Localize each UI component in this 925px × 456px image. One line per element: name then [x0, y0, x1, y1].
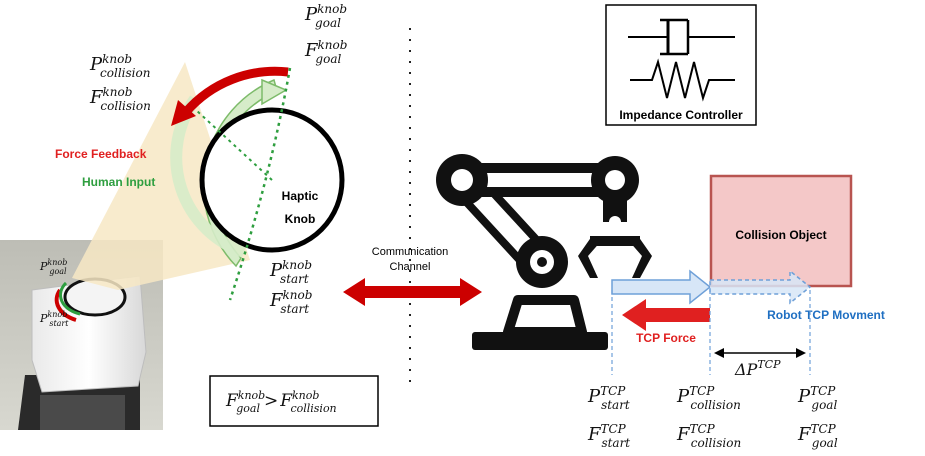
robot-arm-icon: [436, 154, 652, 350]
inset-start-label: Pknob start: [39, 310, 69, 328]
knob-p-goal: Pknob goal: [304, 2, 347, 30]
robot-gripper-left: [578, 236, 602, 278]
robot-gripper-right: [628, 236, 652, 278]
impedance-label: Impedance Controller: [619, 108, 743, 122]
robot-shoulder-pin: [537, 257, 547, 267]
tcp-math-labels: PTCP start FTCP start PTCP collision FTCP co…: [587, 384, 838, 450]
collision-object: Collision Object: [709, 174, 853, 288]
knob-f-collision: Fknob collision: [89, 85, 151, 113]
inequality-expression: Fknob goal > Fknob collision: [225, 389, 337, 415]
knob-p-start: Pknob start: [269, 258, 312, 286]
force-feedback-arc: [182, 66, 289, 115]
human-input-arc: [170, 95, 246, 258]
tcp-f-collision: FTCP collision: [676, 422, 741, 450]
knob-label-2: Knob: [285, 212, 316, 226]
device-base-plate: [40, 395, 125, 430]
robot-gripper-bar: [590, 236, 640, 246]
inequality-frame: [209, 375, 379, 427]
inset-human-arrow: [59, 281, 81, 316]
force-feedback-arrowhead: [171, 100, 196, 126]
tcp-f-goal: FTCP goal: [797, 422, 838, 450]
robot-elbow-hole: [451, 169, 473, 191]
tcp-movement-arrow-1: [611, 269, 712, 305]
delta-p-arrowheads: [714, 348, 806, 358]
knob-f-goal: Fknob goal: [304, 38, 347, 66]
tcp-f-start: FTCP start: [587, 422, 630, 450]
channel-label-1: Communication: [372, 246, 448, 258]
tcp-movement-arrow-2: [709, 269, 812, 305]
knob-math-labels: Pknob goal Fknob goal Pknob collision Fknob…: [89, 2, 347, 316]
delta-p-label: ΔPTCP: [734, 358, 781, 379]
knob-label-1: Haptic: [282, 189, 319, 203]
communication-channel: Communication Channel: [343, 246, 482, 306]
knob-f-start: Fknob start: [269, 288, 312, 316]
collision-box: [709, 174, 853, 288]
channel-double-arrow: [343, 278, 482, 306]
robot-base-stand: [503, 295, 587, 337]
inset-force-arrow: [54, 288, 77, 322]
tcp-force-label: TCP Force: [636, 331, 696, 345]
inequality-box: Fknob goal > Fknob collision: [209, 375, 379, 427]
haptic-knob-diagram: Haptic Knob Force Feedback Human Input: [55, 66, 345, 301]
goal-start-line: [228, 67, 292, 301]
robot-wrist-pin: [609, 216, 621, 228]
impedance-controller: Impedance Controller: [605, 4, 757, 126]
tcp-p-collision: PTCP collision: [676, 384, 741, 412]
tcp-p-start: PTCP start: [587, 384, 630, 412]
force-feedback-label: Force Feedback: [55, 147, 147, 161]
channel-label-2: Channel: [390, 261, 431, 273]
movement-label: Robot TCP Movment: [767, 308, 885, 322]
collision-radial-line: [195, 109, 273, 181]
knob-p-collision: Pknob collision: [89, 52, 150, 80]
tcp-p-goal: PTCP goal: [797, 384, 837, 412]
tcp-force-arrow: [622, 299, 710, 331]
impedance-frame: [605, 4, 757, 126]
tcp-arrows: Robot TCP Movment TCP Force: [611, 269, 885, 345]
robot-wrist: [603, 200, 627, 222]
collision-label: Collision Object: [735, 228, 826, 242]
delta-p-indicator: ΔPTCP: [714, 348, 806, 379]
human-input-label: Human Input: [82, 175, 155, 189]
spring: [630, 58, 735, 102]
human-input-arrowhead: [261, 78, 288, 106]
robot-wrist-hole: [605, 170, 625, 190]
inset-goal-label: Pknob goal: [39, 258, 67, 276]
